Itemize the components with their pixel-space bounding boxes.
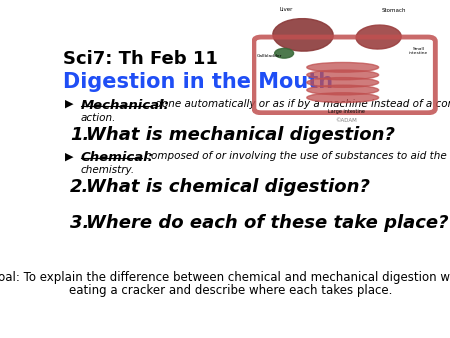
- Text: 2.: 2.: [70, 178, 90, 196]
- Text: 1.: 1.: [70, 126, 90, 144]
- Text: Mechanical:: Mechanical:: [81, 99, 170, 112]
- Text: Chemical:: Chemical:: [81, 151, 153, 164]
- Text: ©ADAM: ©ADAM: [336, 119, 357, 123]
- Ellipse shape: [307, 63, 378, 72]
- Text: composed of or involving the use of substances to aid the process of: composed of or involving the use of subs…: [142, 151, 450, 161]
- Text: Small
intestine: Small intestine: [409, 47, 428, 55]
- Text: Liver: Liver: [279, 7, 292, 12]
- Text: ▶: ▶: [65, 151, 73, 161]
- Text: Digestion in the Mouth: Digestion in the Mouth: [63, 72, 333, 92]
- Text: Stomach: Stomach: [382, 8, 406, 13]
- Text: ▶: ▶: [65, 99, 73, 109]
- Text: 3.: 3.: [70, 214, 90, 232]
- Text: eating a cracker and describe where each takes place.: eating a cracker and describe where each…: [69, 284, 392, 297]
- Text: Gallbladder: Gallbladder: [256, 53, 282, 57]
- Text: What is mechanical digestion?: What is mechanical digestion?: [86, 126, 395, 144]
- Text: Large intestine: Large intestine: [328, 109, 365, 114]
- Text: chemistry.: chemistry.: [81, 165, 135, 175]
- Ellipse shape: [273, 19, 333, 51]
- Ellipse shape: [307, 78, 378, 87]
- Text: done automatically or as if by a machine instead of a controlled: done automatically or as if by a machine…: [152, 99, 450, 109]
- Ellipse shape: [356, 25, 401, 49]
- Text: action.: action.: [81, 113, 116, 123]
- Ellipse shape: [307, 93, 378, 102]
- Ellipse shape: [274, 48, 293, 58]
- Ellipse shape: [307, 85, 378, 95]
- Text: Goal: To explain the difference between chemical and mechanical digestion while: Goal: To explain the difference between …: [0, 271, 450, 284]
- Text: What is chemical digestion?: What is chemical digestion?: [86, 178, 370, 196]
- Ellipse shape: [307, 70, 378, 80]
- Text: Sci7: Th Feb 11: Sci7: Th Feb 11: [63, 50, 218, 68]
- Text: Where do each of these take place?: Where do each of these take place?: [86, 214, 449, 232]
